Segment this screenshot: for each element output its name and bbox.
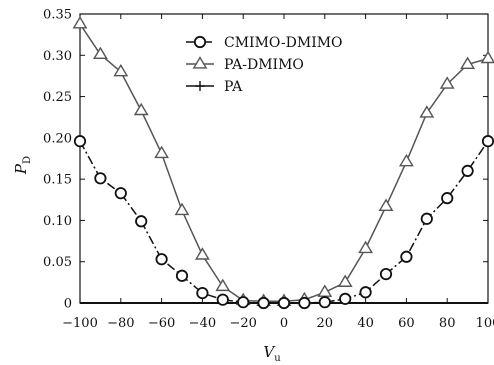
x-tick-label: 80	[439, 316, 456, 331]
y-axis-label-main: P	[12, 163, 30, 175]
data-point-cmimo-dmimo	[216, 293, 229, 306]
data-point-pa-dmimo	[215, 278, 231, 292]
legend-entry-pa-dmimo: PA-DMIMO	[186, 56, 304, 73]
y-tick-label: 0.10	[43, 214, 72, 229]
legend-entry-pa: PA	[186, 79, 243, 95]
x-tick-label: 60	[398, 316, 415, 331]
data-point-cmimo-dmimo	[155, 253, 168, 266]
data-point-pa-dmimo	[398, 153, 414, 167]
data-point-cmimo-dmimo	[400, 250, 413, 263]
data-point-cmimo-dmimo	[461, 164, 474, 177]
data-point-cmimo-dmimo	[114, 187, 127, 200]
x-axis-label-sub: u	[274, 353, 281, 364]
data-point-cmimo-dmimo	[237, 296, 250, 309]
x-axis-label-main: V	[263, 343, 276, 361]
data-point-pa-dmimo	[439, 76, 455, 89]
data-point-cmimo-dmimo	[175, 269, 189, 282]
legend-marker	[193, 35, 207, 49]
data-point-pa-dmimo	[194, 247, 210, 260]
y-tick-label: 0.25	[43, 90, 72, 105]
y-tick-label: 0.30	[43, 49, 72, 64]
plot-frame	[79, 13, 489, 304]
data-point-pa-dmimo	[378, 198, 394, 211]
legend-entry-cmimo-dmimo: CMIMO-DMIMO	[186, 35, 343, 51]
data-point-pa-dmimo	[133, 102, 149, 116]
y-tick-label: 0.15	[43, 173, 72, 188]
data-point-cmimo-dmimo	[257, 296, 270, 310]
x-tick-label: −60	[148, 316, 175, 331]
data-point-pa-dmimo	[480, 50, 494, 64]
data-point-cmimo-dmimo	[94, 172, 107, 185]
x-tick-label: −20	[229, 316, 256, 331]
y-tick-label: 0.05	[43, 255, 72, 270]
data-point-pa-dmimo	[419, 105, 435, 118]
y-axis-label: PD	[12, 156, 33, 175]
data-point-cmimo-dmimo	[196, 286, 209, 300]
x-tick-label: 0	[280, 316, 288, 331]
y-tick-label: 0.35	[43, 8, 72, 23]
series-group	[72, 16, 494, 310]
data-point-pa-dmimo	[358, 240, 374, 254]
x-tick-label: −80	[107, 316, 134, 331]
data-point-pa-dmimo	[460, 56, 476, 69]
data-point-cmimo-dmimo	[135, 215, 148, 228]
data-point-pa-dmimo	[174, 202, 190, 216]
x-tick-label: 20	[317, 316, 334, 331]
x-tick-label: 100	[476, 316, 494, 331]
legend: CMIMO-DMIMO PA-DMIMO PA	[186, 35, 343, 95]
series-line-cmimo-dmimo	[79, 140, 489, 304]
data-point-cmimo-dmimo	[339, 292, 352, 305]
data-point-pa-dmimo	[154, 145, 170, 159]
y-axis-label-sub: D	[22, 156, 33, 164]
x-tick-label: −100	[62, 316, 98, 331]
legend-marker	[192, 56, 208, 69]
data-point-cmimo-dmimo	[420, 212, 433, 225]
data-point-pa-dmimo	[337, 274, 353, 287]
legend-label: PA	[224, 79, 243, 95]
data-point-cmimo-dmimo	[379, 267, 393, 281]
data-point-pa-dmimo	[72, 16, 88, 29]
legend-marker	[195, 81, 205, 91]
data-point-cmimo-dmimo	[481, 135, 494, 148]
plot-area	[79, 13, 489, 304]
data-point-cmimo-dmimo	[359, 286, 372, 299]
data-point-cmimo-dmimo	[298, 296, 311, 310]
x-tick-label: 40	[357, 316, 374, 331]
x-tick-label: −40	[189, 316, 216, 331]
data-point-pa-dmimo	[113, 63, 129, 77]
data-point-pa-dmimo	[92, 46, 108, 60]
legend-label: CMIMO-DMIMO	[224, 35, 343, 51]
data-point-cmimo-dmimo	[441, 192, 454, 205]
data-point-cmimo-dmimo	[73, 135, 87, 148]
y-tick-label: 0	[64, 297, 72, 312]
legend-label: PA-DMIMO	[224, 57, 304, 73]
data-point-cmimo-dmimo	[318, 296, 331, 309]
x-axis-label: Vu	[263, 343, 281, 364]
series-cmimo-dmimo	[73, 135, 494, 310]
y-tick-label: 0.20	[43, 131, 72, 146]
data-point-cmimo-dmimo	[277, 296, 291, 310]
